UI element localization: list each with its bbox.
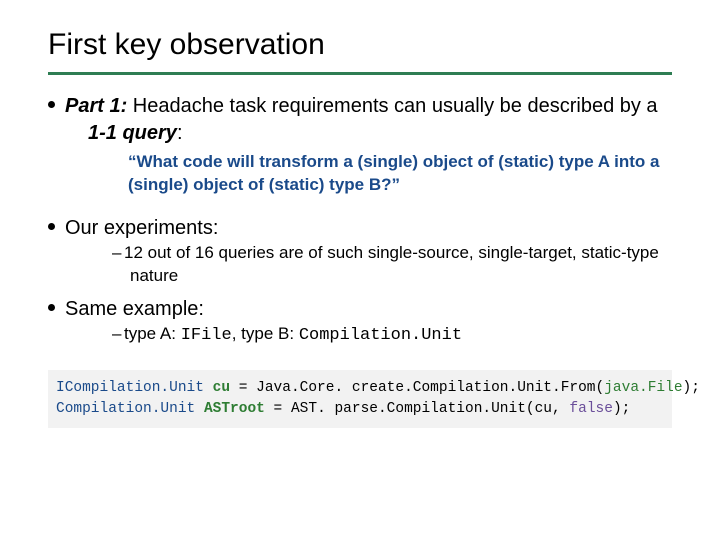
same-example-typeB: Compilation.Unit	[299, 326, 462, 345]
code-text: );	[683, 380, 700, 396]
slide-title: First key observation	[48, 28, 672, 62]
code-text: = AST. parse.Compilation.Unit(cu,	[265, 401, 570, 417]
code-type: Compilation.Unit	[56, 401, 204, 417]
code-text: );	[613, 401, 630, 417]
experiments-label: Our experiments:	[65, 217, 218, 239]
title-rule	[48, 72, 672, 75]
dash-icon: –	[112, 323, 124, 346]
same-example-label: Same example:	[65, 298, 204, 320]
bullet-dot-icon	[48, 101, 55, 108]
bullet-list: Part 1: Headache task requirements can u…	[48, 93, 672, 348]
same-example-sublist: –type A: IFile, type B: Compilation.Unit	[68, 323, 672, 348]
dash-icon: –	[112, 242, 124, 265]
bullet-same-example: Same example: –type A: IFile, type B: Co…	[68, 296, 672, 348]
code-arg: java.File	[604, 380, 682, 396]
code-text: = Java.Core. create.Compilation.Unit.Fro…	[230, 380, 604, 396]
part1-label: Part 1:	[65, 95, 127, 117]
same-example-typeA: IFile	[181, 326, 232, 345]
code-block: ICompilation.Unit cu = Java.Core. create…	[48, 370, 672, 428]
bullet-experiments-text: Our experiments:	[68, 215, 672, 242]
slide: First key observation Part 1: Headache t…	[0, 0, 720, 540]
bullet-experiments: Our experiments: –12 out of 16 queries a…	[68, 215, 672, 288]
experiments-sub: –12 out of 16 queries are of such single…	[112, 242, 672, 288]
part1-quote: “What code will transform a (single) obj…	[68, 147, 672, 207]
same-example-sub-a: type A:	[124, 324, 181, 343]
same-example-sub: –type A: IFile, type B: Compilation.Unit	[112, 323, 672, 348]
bullet-dot-icon	[48, 304, 55, 311]
part1-text-a: Headache task requirements can usually b…	[127, 95, 657, 117]
same-example-sub-b: , type B:	[232, 324, 299, 343]
part1-emph: 1-1 query	[88, 122, 177, 144]
bullet-part1: Part 1: Headache task requirements can u…	[68, 93, 672, 207]
code-literal: false	[569, 401, 613, 417]
bullet-part1-text: Part 1: Headache task requirements can u…	[68, 93, 672, 147]
experiments-sublist: –12 out of 16 queries are of such single…	[68, 242, 672, 288]
part1-text-b: :	[177, 122, 183, 144]
bullet-same-example-text: Same example:	[68, 296, 672, 323]
code-var: cu	[213, 380, 230, 396]
code-type: ICompilation.Unit	[56, 380, 213, 396]
experiments-sub-text: 12 out of 16 queries are of such single-…	[124, 243, 659, 285]
bullet-dot-icon	[48, 223, 55, 230]
code-var: ASTroot	[204, 401, 265, 417]
